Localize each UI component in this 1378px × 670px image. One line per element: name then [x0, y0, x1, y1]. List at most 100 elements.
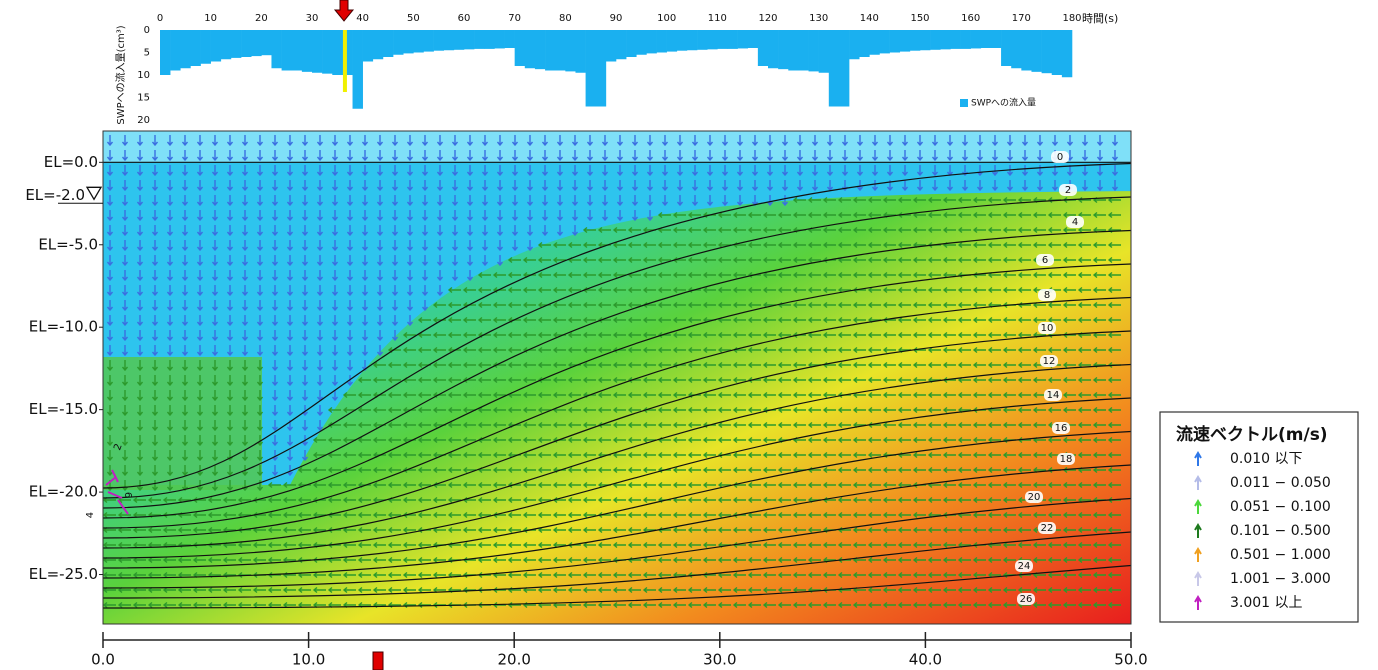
bar: [484, 30, 495, 49]
bar: [241, 30, 252, 57]
y-tick-label: EL=-20.0: [29, 483, 98, 501]
bar: [514, 30, 526, 66]
bar: [656, 30, 667, 53]
y-tick-label: EL=-25.0: [29, 565, 98, 583]
bar: [727, 30, 738, 49]
legend-label: SWPへの流入量: [971, 97, 1036, 109]
bar: [1041, 30, 1053, 74]
contour-label: 6: [1042, 255, 1048, 266]
contour-line: [102, 564, 1132, 609]
legend-arrow: [1194, 475, 1202, 490]
bar: [524, 30, 536, 69]
inflow-chart: 0 10 20 30 40 50 60 70 80 90 100 110 120 130 140 150 160…: [114, 12, 1118, 126]
contour-label: 16: [1055, 423, 1068, 434]
bar: [534, 30, 546, 70]
contour-label: 22: [1041, 523, 1054, 534]
contour-label-box: [1038, 289, 1056, 301]
bar: [474, 30, 485, 49]
legend-swatch: [960, 99, 968, 107]
contour-line: [102, 263, 1132, 519]
y-tick-label: EL=-10.0: [29, 318, 98, 336]
bar: [990, 30, 1002, 48]
x-tick-label: 90: [610, 13, 623, 24]
bar: [788, 30, 799, 71]
x-tick-label: 10: [204, 13, 217, 24]
contour-label-box: [1040, 355, 1058, 367]
x-tick-label: 50: [407, 13, 420, 24]
legend-label: 0.010 以下: [1230, 451, 1303, 467]
vectors-medium: [102, 196, 1121, 609]
bar: [605, 30, 617, 62]
legend-label: 0.501 − 1.000: [1230, 547, 1331, 563]
legend-arrow: [1194, 547, 1202, 562]
contour-label-box: [1025, 491, 1043, 503]
bar: [494, 30, 505, 49]
contour-label-box: [1051, 151, 1069, 163]
x-tick-label: 160: [961, 13, 980, 24]
bar: [301, 30, 313, 72]
contour-label: 4: [1072, 217, 1078, 228]
section-pointer: [372, 651, 384, 670]
contour-line: [102, 196, 1132, 499]
x-tick-label: 30: [306, 13, 319, 24]
contour-label-box: [1036, 254, 1054, 266]
bar: [757, 30, 769, 66]
bar: [210, 30, 222, 62]
bar: [312, 30, 323, 73]
contour-label: 14: [1047, 390, 1060, 401]
contour-label: 4: [85, 512, 96, 518]
bar: [453, 30, 465, 50]
bar: [372, 30, 384, 60]
bar: [626, 30, 637, 57]
y-tick-label: EL=-5.0: [38, 235, 98, 253]
contour-label: 0: [1057, 152, 1063, 163]
x-tick-label: 0: [157, 13, 163, 24]
legend-label: 3.001 以上: [1230, 595, 1303, 611]
bar: [879, 30, 890, 54]
bar: [859, 30, 870, 57]
bar: [575, 30, 586, 73]
x-tick-label: 60: [458, 13, 471, 24]
contour-label: 26: [1020, 594, 1033, 605]
bar: [342, 30, 353, 75]
y-tick-label: 20: [137, 115, 150, 126]
bar: [1061, 30, 1073, 78]
bar: [555, 30, 566, 71]
bar: [808, 30, 819, 72]
bar: [616, 30, 627, 60]
bar: [707, 30, 718, 50]
contour-label: 12: [1043, 356, 1056, 367]
bar: [909, 30, 921, 51]
contour-line: [102, 330, 1132, 539]
bar: [636, 30, 647, 55]
bar: [332, 30, 343, 75]
legend-title: 流速ベクトル(m/s): [1176, 424, 1328, 445]
contour-label-box: [1057, 453, 1075, 465]
bar: [565, 30, 576, 72]
bar: [382, 30, 394, 57]
bar: [950, 30, 961, 49]
bar: [393, 30, 404, 55]
contour-line: [102, 430, 1132, 569]
contour-line: [102, 531, 1132, 599]
contour-label-box: [1017, 593, 1035, 605]
plot-frame: [102, 130, 1132, 625]
bar: [920, 30, 931, 51]
bar: [322, 30, 333, 74]
time-pointer: [333, 0, 355, 22]
contour-label-box: [1066, 216, 1084, 228]
x-tick-label: 10.0: [292, 651, 325, 669]
legend-box: [1159, 411, 1359, 623]
bar: [970, 30, 982, 49]
y-tick-label: 0: [144, 25, 150, 36]
x-tick-label: 70: [508, 13, 521, 24]
bar: [433, 30, 445, 51]
y-tick-label: EL=0.0: [44, 153, 98, 171]
legend-arrow: [1194, 595, 1202, 610]
bar: [676, 30, 688, 51]
legend-label: 0.011 − 0.050: [1230, 475, 1331, 491]
bar: [220, 30, 232, 60]
water-level-mark: [85, 186, 103, 201]
